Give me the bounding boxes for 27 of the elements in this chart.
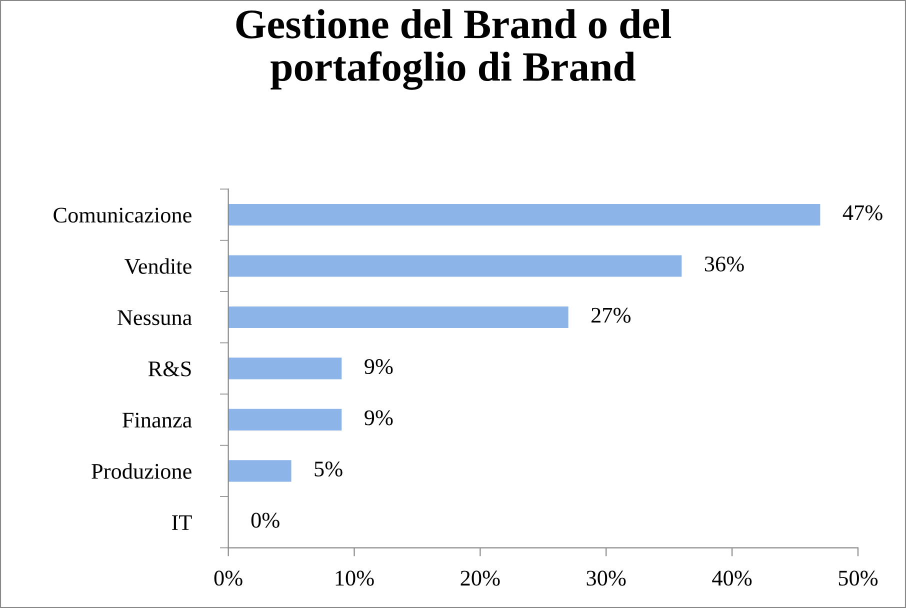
x-tick-label: 50% bbox=[838, 570, 878, 586]
x-tick-label: 20% bbox=[460, 570, 500, 586]
data-label: 9% bbox=[364, 359, 393, 374]
y-tick-label: Finanza bbox=[122, 412, 192, 428]
bar bbox=[228, 255, 682, 277]
data-label: 47% bbox=[842, 205, 882, 220]
x-tick-label: 10% bbox=[336, 570, 374, 586]
y-tick-label: Comunicazione bbox=[54, 208, 192, 223]
data-label: 36% bbox=[704, 256, 744, 272]
x-tick-label: 30% bbox=[586, 570, 626, 586]
y-tick-label: R&S bbox=[148, 361, 191, 376]
y-tick-label: Nessuna bbox=[118, 310, 192, 326]
bar bbox=[228, 204, 820, 226]
y-tick-label: IT bbox=[172, 515, 192, 530]
chart-title: Gestione del Brand o del portafoglio di Brand bbox=[236, 9, 672, 90]
bar bbox=[228, 358, 342, 380]
x-tick-label: 0% bbox=[214, 570, 242, 586]
bar bbox=[228, 460, 292, 482]
bar bbox=[228, 408, 342, 430]
x-tick-label: 40% bbox=[712, 570, 752, 586]
bar bbox=[228, 306, 568, 328]
data-label: 9% bbox=[364, 410, 393, 426]
data-label: 0% bbox=[251, 512, 280, 528]
y-tick-label: Vendite bbox=[124, 258, 192, 274]
data-label: 27% bbox=[592, 308, 631, 323]
data-label: 5% bbox=[314, 462, 342, 477]
y-tick-label: Produzione bbox=[92, 463, 192, 479]
